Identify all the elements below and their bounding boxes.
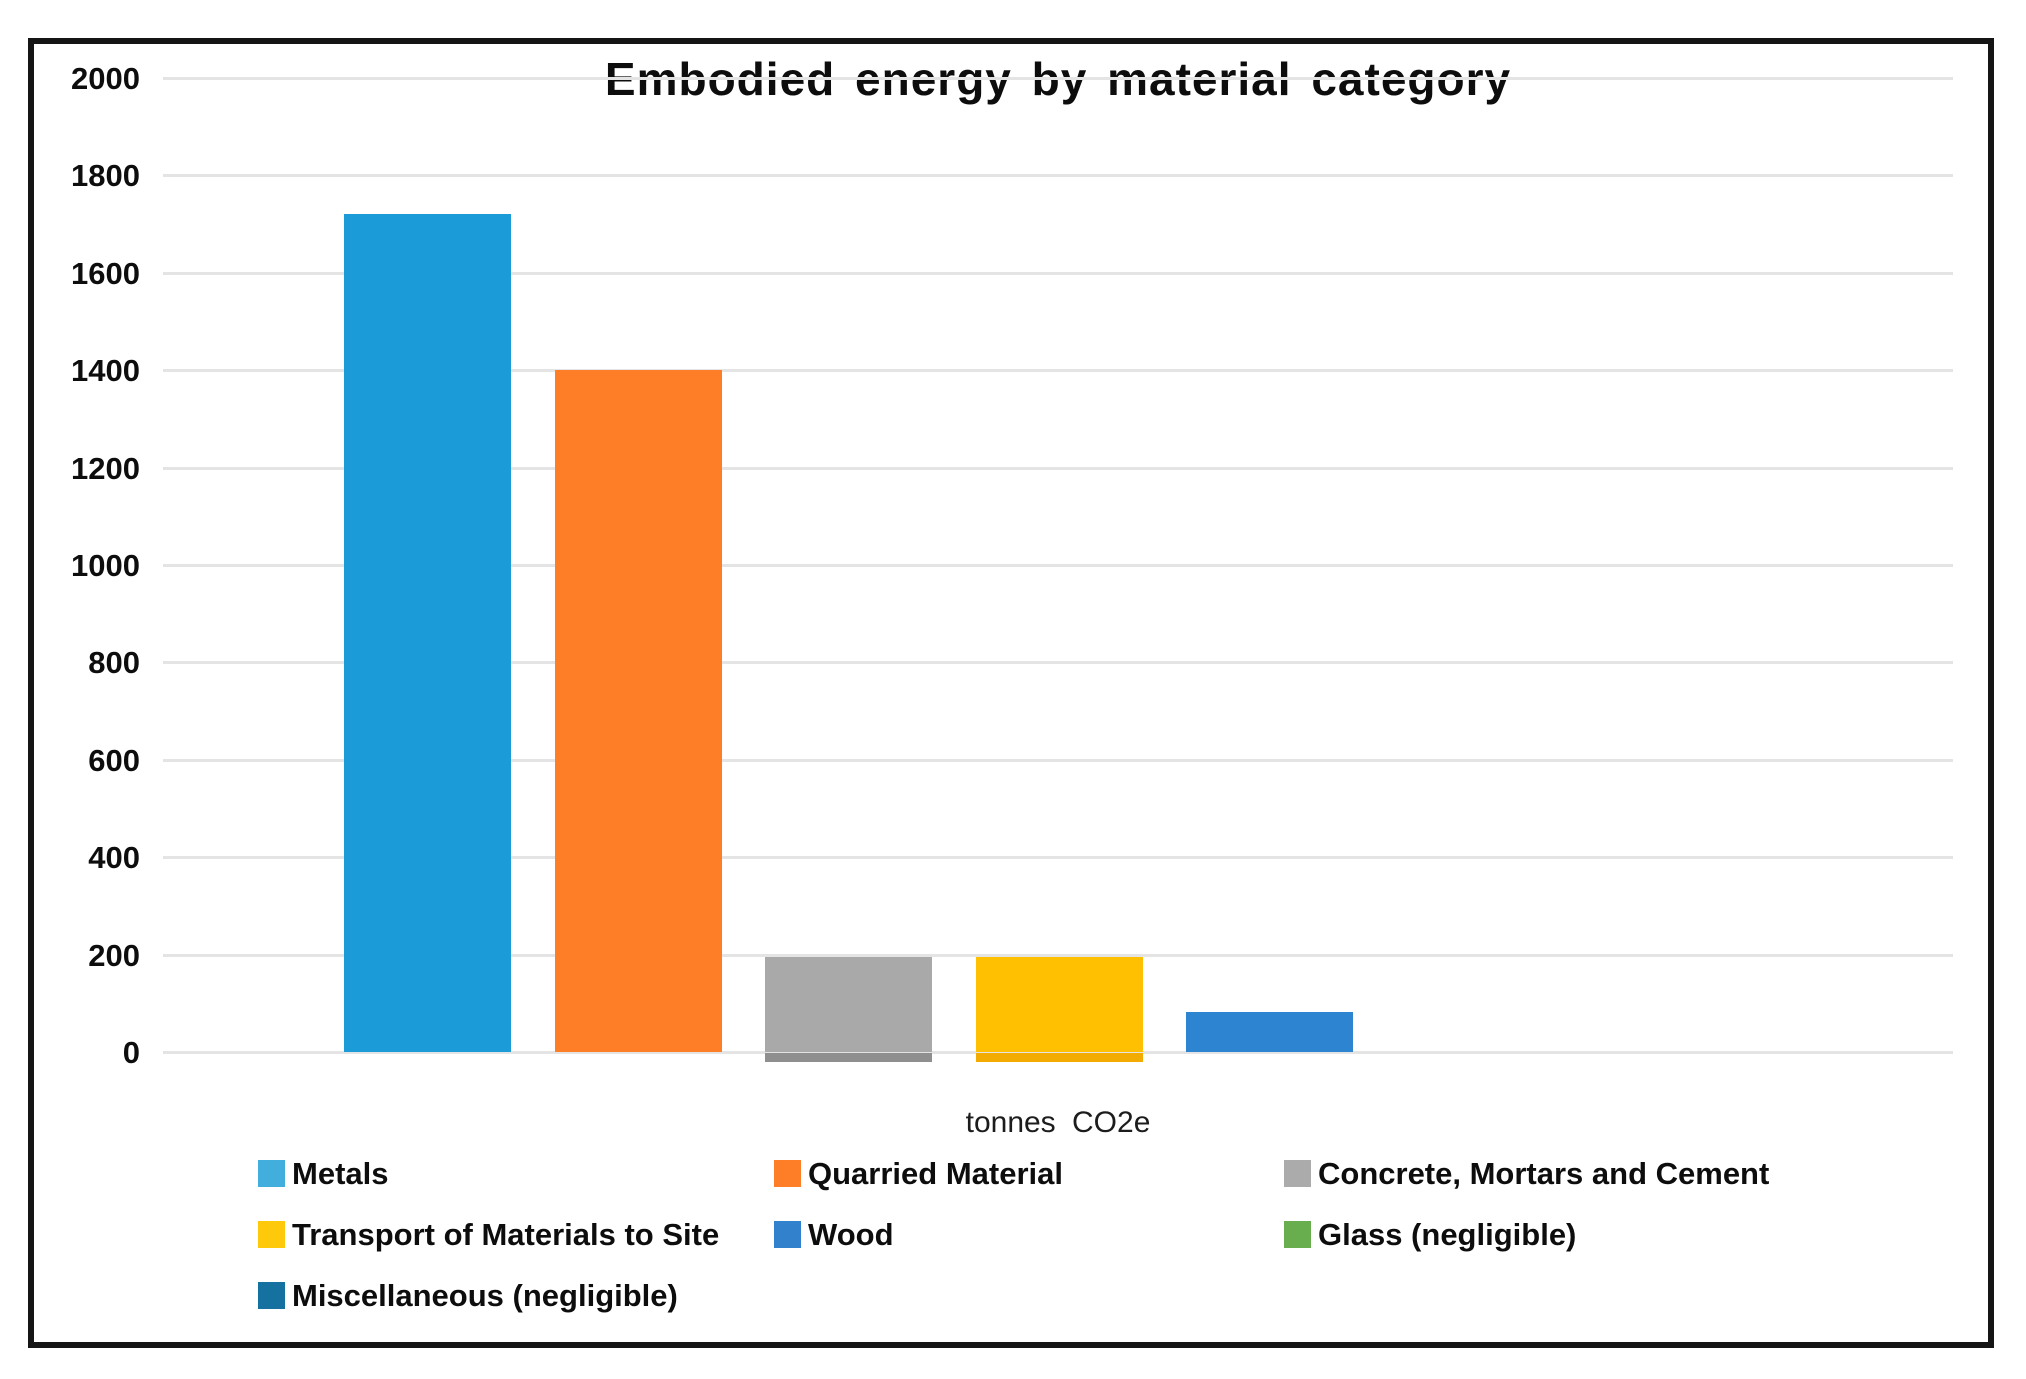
y-tick-label: 2000 (71, 61, 140, 96)
bar-metals (344, 214, 511, 1052)
x-axis-label: tonnes CO2e (965, 1106, 1151, 1139)
gridline (163, 856, 1953, 860)
y-tick-label: 200 (88, 937, 140, 973)
gridline (163, 369, 1953, 373)
legend-swatch-transport-of-materials-to-site (258, 1221, 285, 1248)
gridline (163, 77, 1953, 80)
gridline (163, 174, 1953, 178)
legend-swatch-miscellaneous-negligible (258, 1282, 285, 1309)
legend-label-concrete-mortars-and-cement: Concrete, Mortars and Cement (1318, 1156, 1770, 1191)
y-tick-label: 1600 (71, 255, 140, 291)
y-tick-label: 800 (88, 645, 140, 681)
gridline (163, 758, 1953, 762)
legend-swatch-quarried-material (774, 1160, 801, 1187)
bar-transport-of-materials-to-site (975, 957, 1143, 1052)
legend-label-miscellaneous-negligible: Miscellaneous (negligible) (292, 1278, 678, 1313)
legend-label-transport-of-materials-to-site: Transport of Materials to Site (292, 1217, 720, 1252)
y-tick-label: 600 (88, 742, 140, 778)
bar-concrete-mortars-and-cement (765, 957, 932, 1052)
gridline (163, 953, 1953, 957)
legend-swatch-concrete-mortars-and-cement (1284, 1160, 1311, 1187)
y-tick-label: 0 (122, 1035, 140, 1070)
legend-swatch-glass-negligible (1284, 1221, 1311, 1248)
legend-item-miscellaneous-negligible: Miscellaneous (negligible) (258, 1280, 774, 1311)
y-tick-label: 400 (88, 840, 140, 876)
legend-item-glass-negligible: Glass (negligible) (1284, 1219, 1878, 1250)
gridline (163, 1051, 1953, 1054)
legend-item-wood: Wood (774, 1219, 1284, 1250)
legend-item-quarried-material: Quarried Material (774, 1158, 1284, 1189)
gridline (163, 466, 1953, 470)
y-tick-label: 1400 (71, 353, 140, 389)
legend-label-glass-negligible: Glass (negligible) (1318, 1217, 1577, 1252)
y-tick-label: 1200 (71, 450, 140, 486)
gridline (163, 564, 1953, 567)
legend-item-transport-of-materials-to-site: Transport of Materials to Site (258, 1219, 774, 1250)
bar-base-strip-transport-of-materials-to-site (975, 1053, 1143, 1062)
legend-item-concrete-mortars-and-cement: Concrete, Mortars and Cement (1284, 1158, 1878, 1189)
bar-quarried-material (554, 370, 722, 1052)
gridline (163, 271, 1953, 275)
gridline (163, 661, 1953, 665)
legend-item-metals: Metals (258, 1158, 774, 1189)
y-tick-label: 1000 (71, 548, 140, 583)
plot-area (163, 77, 1953, 1062)
bar-wood (1186, 1012, 1353, 1052)
legend-label-wood: Wood (808, 1217, 894, 1252)
legend-swatch-wood (774, 1221, 801, 1248)
legend-label-metals: Metals (292, 1156, 389, 1191)
legend-label-quarried-material: Quarried Material (808, 1156, 1063, 1191)
y-tick-label: 1800 (71, 158, 140, 194)
legend: Metals Quarried Material Concrete, Mortars… (258, 1158, 1878, 1341)
legend-swatch-metals (258, 1160, 285, 1187)
bar-base-strip-concrete-mortars-and-cement (765, 1053, 932, 1062)
